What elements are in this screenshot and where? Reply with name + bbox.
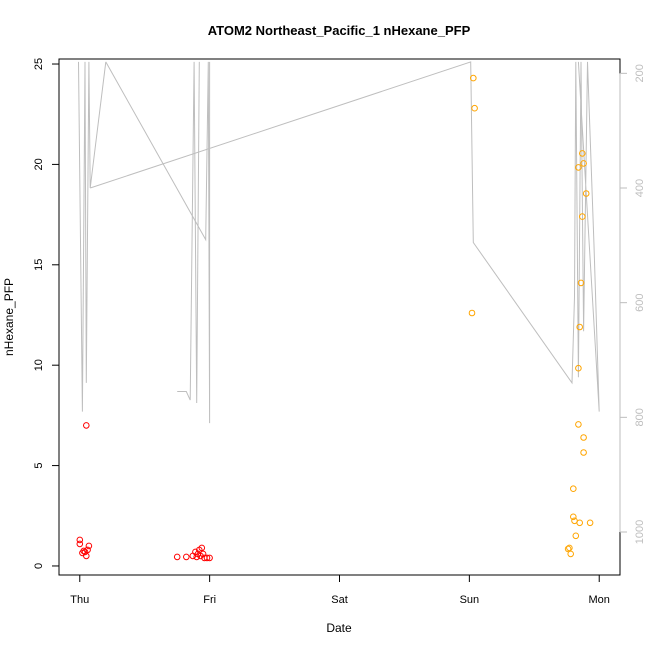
x-tick-label: Sun [460, 594, 480, 606]
data-point [193, 553, 200, 561]
data-point [566, 544, 573, 552]
x-axis-label: Date [326, 621, 352, 635]
data-point-layer [76, 74, 594, 562]
chart-title: ATOM2 Northeast_Pacific_1 nHexane_PFP [208, 23, 471, 38]
data-point [586, 519, 594, 527]
right-tick-label: 800 [634, 408, 646, 426]
data-point [580, 434, 587, 441]
x-tick-label: Thu [70, 594, 89, 606]
data-point [76, 540, 84, 548]
data-point [83, 422, 90, 429]
data-point [570, 513, 577, 521]
data-point [576, 323, 584, 331]
data-point [580, 160, 587, 167]
y-tick-label: 10 [33, 359, 45, 371]
secondary-line-layer [78, 61, 600, 424]
data-point [198, 544, 206, 552]
right-tick-label: 200 [634, 64, 646, 82]
data-point [579, 213, 586, 220]
data-point [76, 536, 84, 544]
data-point [173, 553, 181, 561]
y-tick-label: 25 [33, 58, 45, 70]
right-tick-label: 600 [634, 293, 646, 311]
data-point [206, 554, 213, 562]
data-point [471, 104, 478, 112]
data-point [575, 421, 582, 428]
x-tick-label: Sat [331, 594, 348, 606]
data-point [199, 550, 207, 558]
right-axis: 200 400 600 800 1000 [619, 64, 646, 544]
x-tick-label: Mon [589, 594, 610, 606]
data-point [470, 74, 477, 82]
x-axis: Thu Fri Sat Sun Mon [70, 574, 610, 606]
data-point [468, 309, 476, 317]
right-tick-label: 1000 [634, 520, 646, 544]
secondary-line-segment [90, 61, 600, 412]
data-point [575, 364, 582, 372]
right-tick-label: 400 [634, 179, 646, 197]
x-tick-label: Fri [203, 594, 216, 606]
y-tick-label: 20 [33, 158, 45, 170]
y-axis: 0 5 10 15 20 25 [33, 58, 60, 569]
data-point [572, 532, 580, 540]
data-point [576, 519, 584, 527]
secondary-line-segment [177, 61, 200, 404]
y-tick-label: 15 [33, 259, 45, 271]
data-point [577, 279, 585, 287]
secondary-line-segment [78, 61, 107, 412]
data-point [580, 449, 587, 456]
data-point [80, 547, 87, 555]
data-point [85, 542, 93, 550]
y-tick-label: 0 [33, 563, 45, 569]
data-point [582, 190, 590, 197]
data-point [567, 550, 575, 558]
data-point [570, 485, 577, 493]
y-tick-label: 5 [33, 463, 45, 469]
data-point [564, 545, 572, 553]
y-axis-label: nHexane_PFP [2, 278, 16, 356]
secondary-line-segment [105, 61, 211, 424]
plot-frame [58, 58, 621, 576]
data-point [575, 164, 582, 171]
data-point [84, 546, 91, 554]
data-point [183, 553, 190, 561]
data-point [83, 552, 90, 560]
data-point [579, 150, 586, 157]
data-point [203, 554, 211, 562]
